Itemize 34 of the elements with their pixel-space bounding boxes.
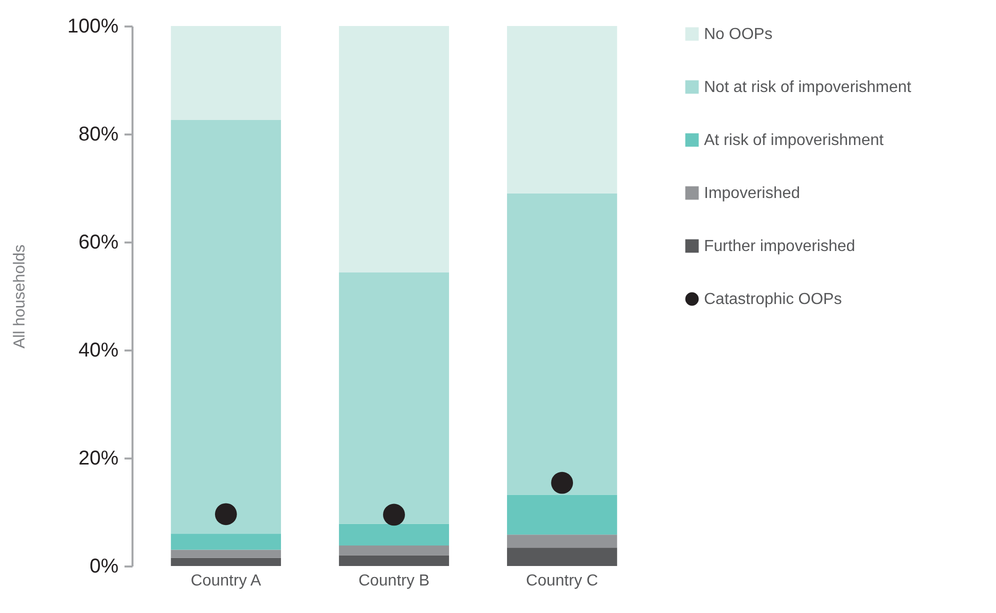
bar (338, 555, 450, 566)
y-tick-label: 100% (67, 16, 119, 38)
bar (507, 548, 618, 566)
x-tick-label: Country C (526, 572, 598, 590)
bar (338, 545, 450, 556)
bar (507, 534, 618, 548)
point (551, 472, 574, 494)
legend-label: Further impoverished (704, 238, 856, 255)
bar (170, 120, 281, 534)
legend-label: Not at risk of impoverishment (704, 79, 912, 96)
bar (338, 26, 450, 272)
bar (170, 26, 281, 120)
y-tick-label: 60% (78, 232, 119, 254)
point (383, 504, 405, 526)
x-tick-label: Country A (190, 572, 262, 590)
y-tick-label: 20% (78, 448, 119, 470)
bar (338, 272, 450, 524)
x-tick-label: Country B (358, 572, 430, 590)
legend-label: Catastrophic OOPs (704, 291, 842, 308)
y-tick-label: 80% (78, 124, 119, 146)
legend-label: Impoverished (704, 185, 800, 202)
point (214, 503, 237, 526)
y-axis-title: All households (11, 244, 28, 349)
y-tick-label: 40% (78, 340, 119, 362)
legend-label: No OOPs (704, 26, 772, 43)
bar (170, 558, 281, 566)
bar (170, 550, 281, 558)
bar (338, 524, 450, 546)
bar (507, 193, 618, 495)
bar (507, 26, 618, 194)
legend-label: At risk of impoverishment (704, 132, 884, 149)
y-tick-label: 0% (90, 556, 119, 578)
bar (507, 494, 618, 535)
bar (170, 534, 281, 550)
